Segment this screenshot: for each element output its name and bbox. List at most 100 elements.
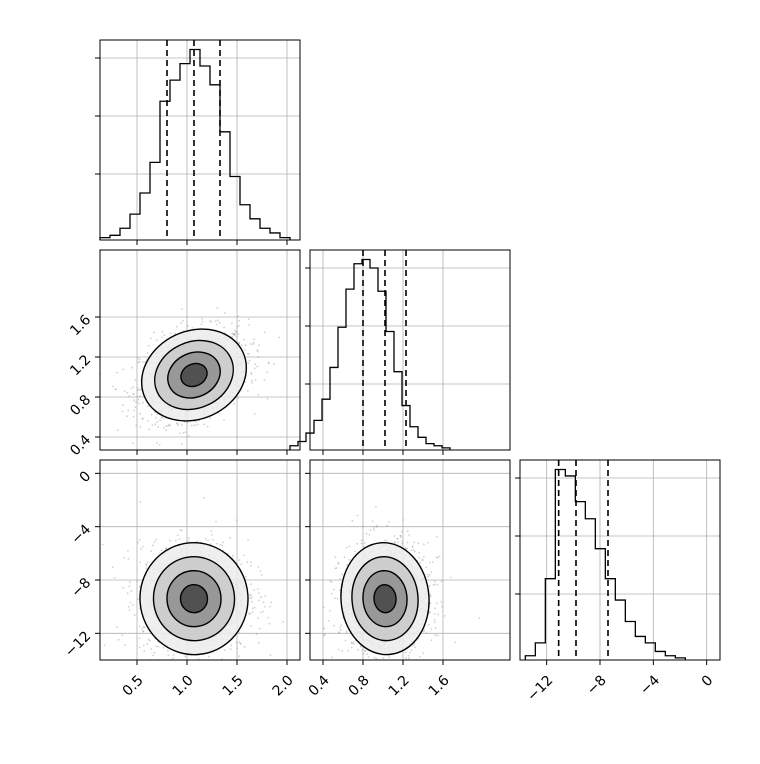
scatter-point: [147, 420, 150, 422]
scatter-point: [401, 542, 404, 545]
scatter-point: [197, 658, 200, 660]
scatter-point: [253, 338, 256, 341]
scatter-point: [150, 413, 153, 416]
scatter-point: [250, 373, 253, 375]
scatter-point: [234, 329, 237, 332]
scatter-point: [217, 319, 220, 322]
scatter-point: [132, 393, 135, 395]
scatter-point: [123, 556, 126, 559]
scatter-point: [419, 656, 421, 658]
scatter-point: [351, 642, 353, 645]
scatter-point: [137, 388, 140, 391]
scatter-point: [356, 514, 359, 517]
scatter-point: [145, 567, 147, 570]
scatter-point: [178, 432, 181, 435]
scatter-point: [128, 609, 131, 612]
scatter-point: [116, 626, 118, 629]
scatter-point: [146, 643, 149, 646]
scatter-point: [258, 592, 260, 594]
scatter-point: [406, 547, 409, 550]
scatter-point: [269, 654, 272, 657]
scatter-point: [177, 424, 179, 427]
scatter-point: [161, 331, 164, 334]
scatter-point: [136, 387, 139, 389]
scatter-point: [348, 545, 351, 548]
scatter-point: [240, 344, 243, 347]
scatter-point: [256, 588, 259, 590]
scatter-point: [252, 341, 255, 344]
scatter-point: [336, 597, 339, 600]
scatter-point: [201, 318, 204, 320]
scatter-point: [430, 571, 433, 574]
scatter-point: [373, 529, 375, 532]
scatter-point: [333, 624, 335, 627]
scatter-point: [350, 646, 353, 649]
scatter-point: [151, 424, 154, 427]
scatter-point: [247, 362, 250, 364]
scatter-point: [223, 419, 225, 421]
s12-contour-3: [180, 362, 208, 388]
scatter-point: [382, 657, 385, 659]
scatter-point: [138, 637, 141, 640]
s23-frame: [309, 459, 511, 661]
scatter-point: [248, 612, 251, 615]
scatter-point: [191, 327, 194, 329]
scatter-point: [339, 626, 342, 629]
scatter-point: [201, 320, 204, 323]
scatter-point: [330, 581, 333, 583]
scatter-point: [204, 538, 207, 540]
scatter-point: [151, 544, 154, 547]
scatter-point: [266, 616, 269, 619]
scatter-point: [323, 633, 326, 636]
scatter-point: [134, 379, 137, 382]
scatter-point: [258, 627, 261, 630]
scatter-point: [252, 607, 254, 610]
scatter-point: [384, 539, 386, 542]
scatter-point: [130, 590, 133, 593]
scatter-point: [399, 534, 402, 537]
scatter-point: [145, 563, 148, 566]
scatter-point: [263, 605, 266, 608]
scatter-point: [142, 401, 144, 404]
scatter-point: [266, 397, 269, 400]
scatter-point: [359, 645, 362, 648]
scatter-point: [350, 641, 353, 644]
h1-frame: [99, 39, 301, 241]
scatter-point: [175, 539, 177, 542]
scatter-point: [328, 609, 331, 612]
scatter-point: [139, 426, 142, 428]
scatter-point: [242, 554, 245, 557]
scatter-point: [340, 573, 343, 576]
scatter-point: [206, 425, 209, 428]
scatter-point: [372, 527, 375, 530]
scatter-point: [150, 550, 153, 552]
scatter-point: [429, 611, 431, 613]
scatter-point: [233, 334, 236, 337]
scatter-point: [434, 583, 436, 586]
scatter-point: [147, 638, 150, 641]
scatter-point: [257, 641, 260, 644]
scatter-point: [141, 361, 144, 364]
scatter-point: [238, 341, 240, 344]
scatter-point: [197, 423, 199, 426]
scatter-point: [142, 630, 145, 632]
scatter-point: [250, 561, 252, 564]
scatter-point: [423, 628, 426, 631]
scatter-point: [121, 410, 124, 413]
scatter-point: [136, 598, 139, 600]
scatter-point: [356, 542, 359, 545]
scatter-point: [344, 639, 347, 642]
scatter-point: [124, 644, 126, 646]
scatter-point: [232, 333, 235, 336]
scatter-point: [229, 648, 232, 650]
scatter-point: [103, 644, 106, 647]
scatter-point: [209, 417, 212, 419]
scatter-point: [207, 539, 209, 542]
scatter-point: [260, 573, 263, 576]
scatter-point: [351, 519, 354, 522]
scatter-point: [128, 395, 131, 397]
scatter-point: [359, 645, 362, 648]
scatter-point: [353, 643, 355, 645]
scatter-point: [221, 544, 224, 547]
